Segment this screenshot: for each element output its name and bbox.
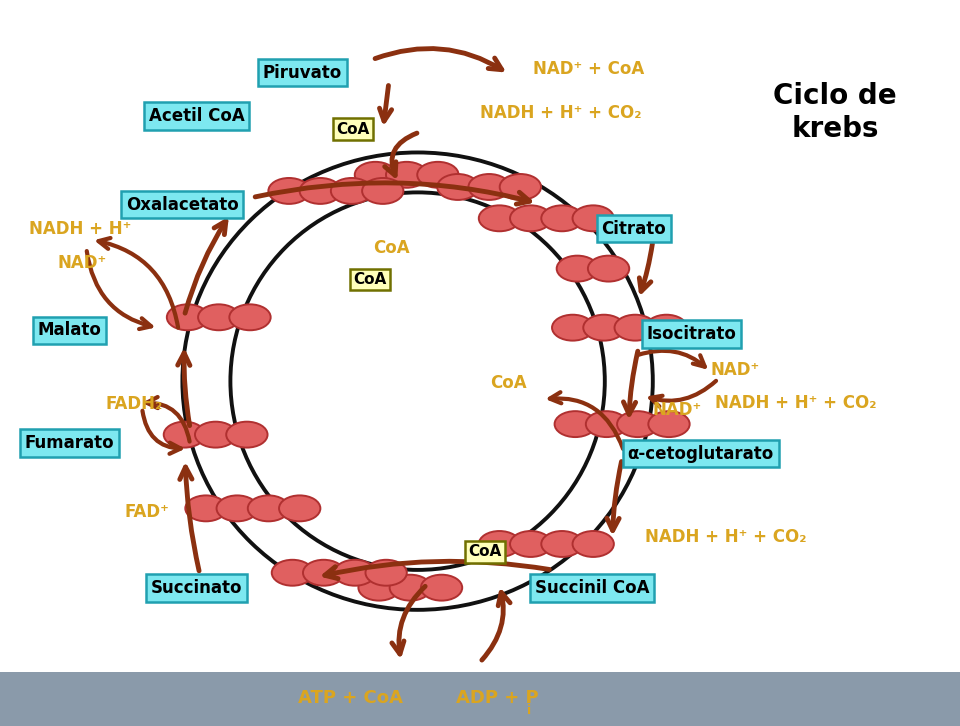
FancyArrowPatch shape [180,467,199,571]
Ellipse shape [366,560,407,586]
Ellipse shape [555,411,596,437]
Ellipse shape [229,304,271,330]
Text: Ciclo de
krebs: Ciclo de krebs [774,82,897,143]
Ellipse shape [272,560,313,586]
Text: FAD⁺: FAD⁺ [125,503,170,521]
Text: Piruvato: Piruvato [263,64,342,81]
Ellipse shape [614,314,656,340]
Text: NAD⁺ + CoA: NAD⁺ + CoA [533,60,644,78]
Ellipse shape [164,422,205,448]
Ellipse shape [386,162,427,188]
Ellipse shape [248,495,289,521]
Text: CoA: CoA [353,272,386,287]
FancyArrowPatch shape [255,183,530,204]
FancyArrowPatch shape [482,592,510,660]
Text: Acetil CoA: Acetil CoA [149,107,245,125]
Ellipse shape [468,174,510,200]
Text: CoA: CoA [491,375,527,392]
Ellipse shape [269,178,310,204]
Text: NADH + H⁺ + CO₂: NADH + H⁺ + CO₂ [645,529,806,546]
Ellipse shape [572,205,613,232]
Ellipse shape [572,531,613,557]
Text: NAD⁺: NAD⁺ [653,401,702,419]
FancyArrowPatch shape [392,587,425,654]
Ellipse shape [167,304,208,330]
Ellipse shape [217,495,258,521]
Text: Oxalacetato: Oxalacetato [126,196,239,213]
Ellipse shape [510,531,551,557]
Ellipse shape [362,178,403,204]
Text: Succinil CoA: Succinil CoA [535,579,650,597]
Ellipse shape [479,531,520,557]
Ellipse shape [185,495,227,521]
Text: NADH + H⁺: NADH + H⁺ [29,220,132,237]
Ellipse shape [300,178,341,204]
FancyArrowPatch shape [638,351,705,367]
Text: NAD⁺: NAD⁺ [710,362,759,379]
Text: α-cetoglutarato: α-cetoglutarato [628,445,774,462]
Ellipse shape [358,575,399,600]
Text: NADH + H⁺ + CO₂: NADH + H⁺ + CO₂ [480,104,641,121]
Ellipse shape [617,411,659,437]
Ellipse shape [418,162,459,188]
Text: CoA: CoA [337,122,370,136]
FancyArrowPatch shape [550,392,623,449]
FancyArrowPatch shape [185,221,226,313]
Ellipse shape [355,162,396,188]
FancyArrowPatch shape [639,244,653,291]
Text: CoA: CoA [373,240,410,257]
Ellipse shape [303,560,345,586]
Text: Isocitrato: Isocitrato [646,325,736,343]
Ellipse shape [646,314,687,340]
FancyArrowPatch shape [86,251,151,329]
Ellipse shape [479,205,520,232]
FancyArrowPatch shape [324,561,549,579]
Ellipse shape [334,560,375,586]
Text: Malato: Malato [37,322,101,339]
Text: ATP + CoA: ATP + CoA [298,690,402,707]
Text: Citrato: Citrato [601,220,666,237]
Text: CoA: CoA [468,544,501,559]
Ellipse shape [195,422,236,448]
FancyArrowPatch shape [650,381,716,407]
Ellipse shape [279,495,321,521]
FancyArrowPatch shape [375,49,502,70]
FancyArrowPatch shape [178,353,190,425]
Ellipse shape [557,256,598,282]
Ellipse shape [648,411,689,437]
Ellipse shape [586,411,627,437]
Ellipse shape [227,422,268,448]
Text: Fumarato: Fumarato [24,434,114,452]
Text: FADH₂: FADH₂ [106,396,163,413]
FancyArrowPatch shape [607,462,621,531]
Ellipse shape [510,205,551,232]
FancyArrowPatch shape [99,238,179,327]
Bar [0,672,960,726]
FancyArrowPatch shape [385,133,417,176]
Text: ADP + P: ADP + P [456,690,539,707]
Ellipse shape [331,178,372,204]
Ellipse shape [541,205,583,232]
Ellipse shape [437,174,478,200]
Ellipse shape [390,575,431,600]
Text: i: i [527,703,531,717]
Ellipse shape [541,531,583,557]
FancyArrowPatch shape [623,351,637,415]
Text: Succinato: Succinato [151,579,243,597]
FancyArrowPatch shape [147,397,190,441]
Ellipse shape [588,256,629,282]
FancyArrowPatch shape [379,86,392,121]
Text: NAD⁺: NAD⁺ [58,254,107,272]
Ellipse shape [552,314,593,340]
Text: NADH + H⁺ + CO₂: NADH + H⁺ + CO₂ [715,394,876,412]
Ellipse shape [500,174,541,200]
Ellipse shape [584,314,625,340]
FancyArrowPatch shape [142,411,180,454]
Ellipse shape [420,575,462,600]
Ellipse shape [198,304,239,330]
